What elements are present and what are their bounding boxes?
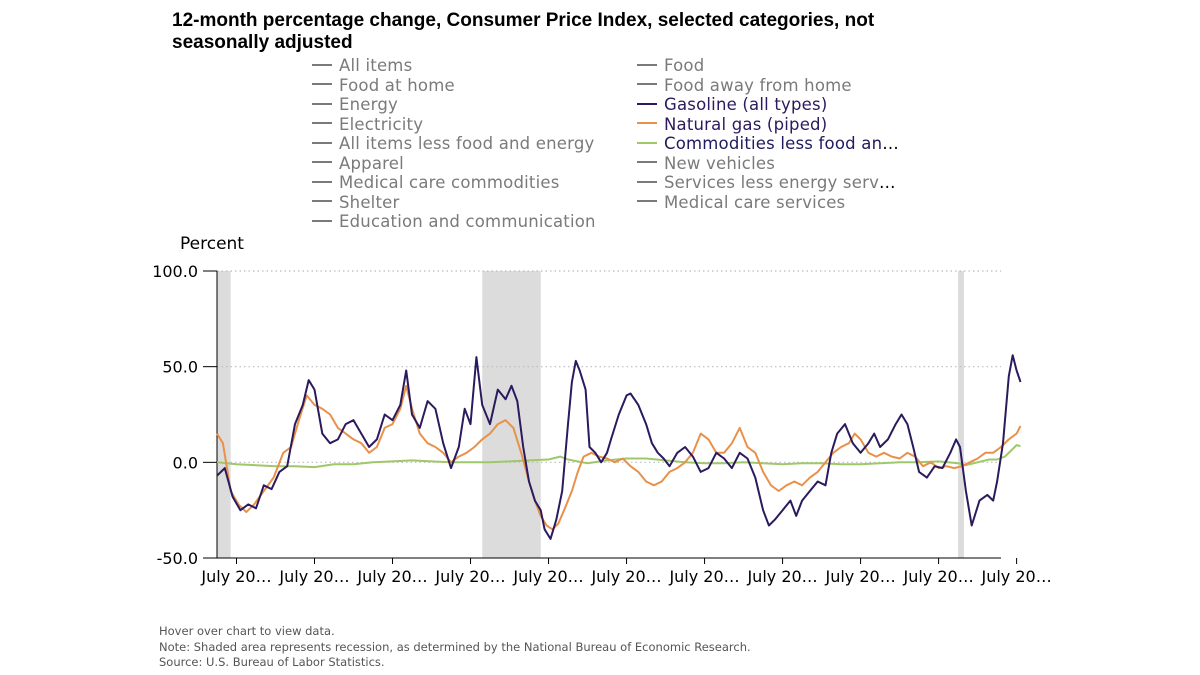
legend-swatch <box>312 141 332 144</box>
legend-swatch <box>312 219 332 222</box>
y-tick-label: 0.0 <box>173 453 198 472</box>
legend-item[interactable]: Gasoline (all types) <box>637 95 899 114</box>
y-axis-label: Percent <box>180 234 244 254</box>
recession-band <box>958 271 964 558</box>
x-tick-label: July 20… <box>902 567 973 586</box>
x-tick-label: July 20… <box>200 567 271 586</box>
recession-band <box>217 271 231 558</box>
x-tick-label: July 20… <box>668 567 739 586</box>
legend-swatch <box>312 102 332 105</box>
legend-swatch <box>312 63 332 66</box>
legend-item[interactable]: Natural gas (piped) <box>637 115 899 134</box>
x-tick-label: July 20… <box>278 567 349 586</box>
series-line-commodities-less-food-and-energy-commodities[interactable] <box>216 444 1021 469</box>
x-tick-label: July 20… <box>356 567 427 586</box>
y-tick-label: -50.0 <box>157 549 198 568</box>
recession-note: Note: Shaded area represents recession, … <box>159 639 751 654</box>
hover-hint: Hover over chart to view data. <box>159 624 335 638</box>
legend-item[interactable]: Energy <box>312 95 612 114</box>
legend-swatch <box>637 122 657 124</box>
chart-title: 12-month percentage change, Consumer Pri… <box>172 10 875 53</box>
legend-swatch <box>312 122 332 124</box>
source-note: Source: U.S. Bureau of Labor Statistics. <box>159 655 385 669</box>
x-tick-label: July 20… <box>434 567 505 586</box>
legend-item[interactable]: New vehicles <box>637 154 899 173</box>
legend-swatch <box>637 161 657 163</box>
legend-item[interactable]: Medical care services <box>637 193 899 212</box>
legend-swatch <box>637 141 657 144</box>
series-line-natural-gas-piped-[interactable] <box>216 384 1022 531</box>
legend-item[interactable]: Food at home <box>312 76 612 95</box>
legend-item[interactable]: Services less energy services <box>637 173 899 192</box>
legend-swatch <box>637 83 657 85</box>
legend-swatch <box>637 200 657 202</box>
legend-item[interactable]: Electricity <box>312 115 612 134</box>
legend-swatch <box>312 200 332 202</box>
legend-item[interactable]: Apparel <box>312 154 612 173</box>
legend-swatch <box>637 102 657 105</box>
x-tick-label: July 20… <box>980 567 1051 586</box>
legend-swatch <box>637 63 657 66</box>
legend-item[interactable]: Medical care commodities <box>312 173 612 192</box>
x-tick-label: July 20… <box>746 567 817 586</box>
series-line-gasoline-all-types-[interactable] <box>216 354 1022 540</box>
legend-item[interactable]: Commodities less food and ener… <box>637 134 899 153</box>
legend-item[interactable]: All items less food and energy <box>312 134 612 153</box>
legend-item[interactable]: Shelter <box>312 193 612 212</box>
legend-item[interactable]: Education and communication <box>312 212 612 231</box>
chart-notes: Hover over chart to view data. Note: Sha… <box>159 624 751 671</box>
legend-swatch <box>312 161 332 163</box>
legend-item[interactable]: Food <box>637 56 899 75</box>
legend-item[interactable]: Food away from home <box>637 76 899 95</box>
recession-band <box>482 271 541 558</box>
legend-swatch <box>312 180 332 183</box>
y-tick-label: 50.0 <box>162 358 198 377</box>
x-tick-label: July 20… <box>512 567 583 586</box>
y-tick-label: 100.0 <box>152 262 198 281</box>
legend-swatch <box>312 83 332 85</box>
x-tick-label: July 20… <box>824 567 895 586</box>
legend-item[interactable]: All items <box>312 56 612 75</box>
legend-swatch <box>637 180 657 183</box>
x-tick-label: July 20… <box>590 567 661 586</box>
